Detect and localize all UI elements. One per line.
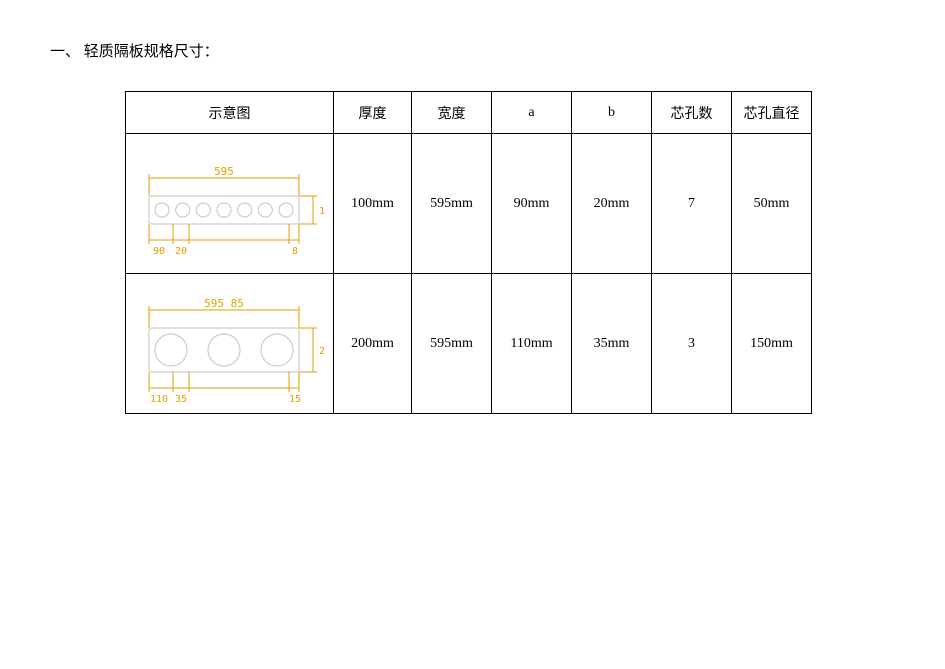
svg-text:35: 35 (174, 394, 186, 404)
svg-text:90: 90 (152, 246, 164, 257)
col-header-holes: 芯孔数 (652, 92, 732, 134)
svg-text:100: 100 (319, 206, 325, 217)
cell-b: 35mm (572, 274, 652, 414)
col-header-thickness: 厚度 (334, 92, 412, 134)
svg-text:15: 15 (288, 394, 300, 404)
spec-table: 示意图 厚度 宽度 a b 芯孔数 芯孔直径 595 100 90 20 8 100mm… (125, 91, 812, 414)
cell-diameter: 50mm (732, 134, 812, 274)
svg-text:20: 20 (174, 246, 186, 257)
spec-table-container: 示意图 厚度 宽度 a b 芯孔数 芯孔直径 595 100 90 20 8 100mm… (125, 91, 895, 414)
cell-a: 90mm (492, 134, 572, 274)
cell-diameter: 150mm (732, 274, 812, 414)
col-header-b: b (572, 92, 652, 134)
svg-text:595 85: 595 85 (204, 297, 244, 310)
cell-thickness: 200mm (334, 274, 412, 414)
table-row: 595 852001103515 200mm 595mm 110mm 35mm … (126, 274, 812, 414)
svg-text:8: 8 (291, 246, 297, 257)
cell-width: 595mm (412, 274, 492, 414)
col-header-a: a (492, 92, 572, 134)
col-header-diagram: 示意图 (126, 92, 334, 134)
cross-section-diagram-icon: 595 100 90 20 8 (135, 149, 325, 259)
section-heading: 一、 轻质隔板规格尺寸： (50, 40, 895, 61)
cell-holes: 3 (652, 274, 732, 414)
cell-a: 110mm (492, 274, 572, 414)
table-header-row: 示意图 厚度 宽度 a b 芯孔数 芯孔直径 (126, 92, 812, 134)
col-header-width: 宽度 (412, 92, 492, 134)
cell-diagram: 595 100 90 20 8 (126, 134, 334, 274)
svg-text:200: 200 (319, 346, 325, 357)
svg-text:595: 595 (214, 165, 234, 178)
cell-thickness: 100mm (334, 134, 412, 274)
cross-section-diagram-icon: 595 85 200 110 35 15 (135, 284, 325, 404)
cell-diagram: 595 85 200 110 35 15 (126, 274, 334, 414)
svg-text:110: 110 (149, 394, 167, 404)
table-row: 595 100 90 20 8 100mm 595mm 90mm 20mm 7 50mm (126, 134, 812, 274)
cell-width: 595mm (412, 134, 492, 274)
col-header-diameter: 芯孔直径 (732, 92, 812, 134)
cell-b: 20mm (572, 134, 652, 274)
cell-holes: 7 (652, 134, 732, 274)
